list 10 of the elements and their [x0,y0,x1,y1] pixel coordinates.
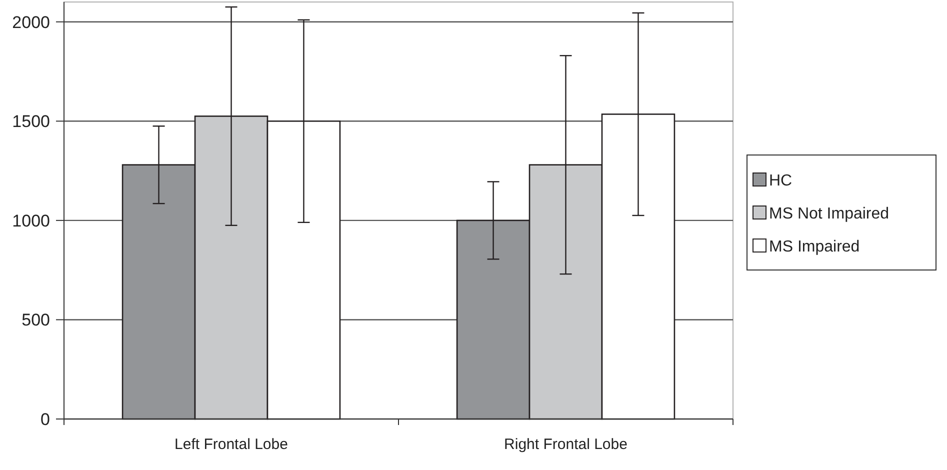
x-tick-label: Right Frontal Lobe [504,436,628,453]
legend-label: HC [769,172,792,190]
x-tick-label: Left Frontal Lobe [174,436,288,453]
y-tick-label: 1000 [12,211,50,230]
y-tick-label: 500 [22,310,50,330]
legend-label: MS Not Impaired [769,206,890,223]
y-tick-label: 0 [40,410,50,429]
legend-label: MS Impaired [769,238,860,256]
y-tick-label: 2000 [12,12,50,32]
y-tick-label: 1500 [12,112,50,132]
